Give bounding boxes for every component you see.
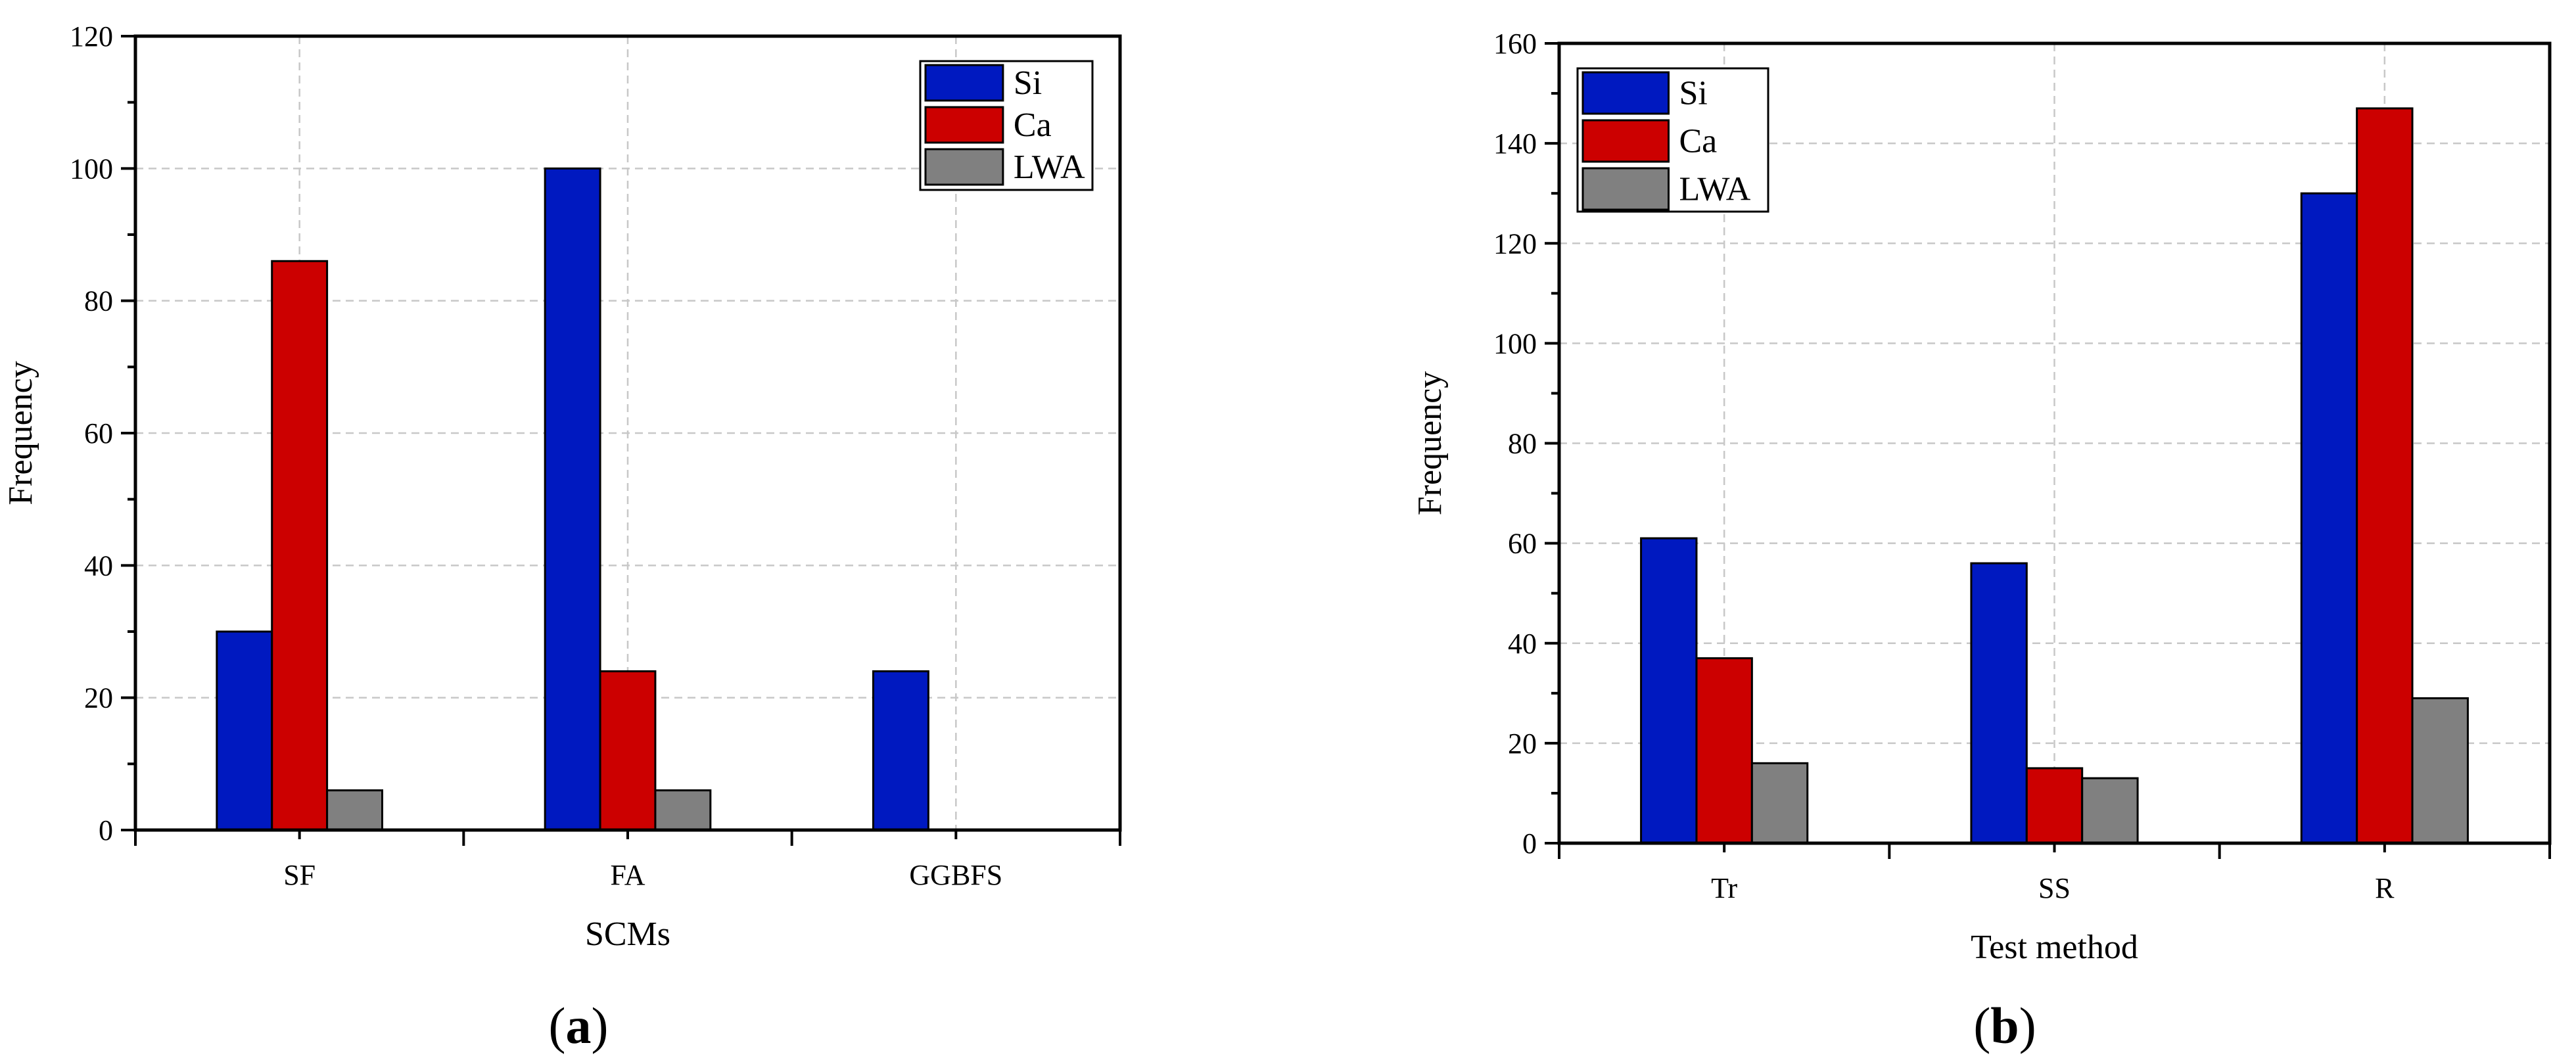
y-tick-label: 40 [84, 549, 113, 582]
y-tick-label: 140 [1493, 127, 1537, 160]
y-tick-label: 60 [84, 417, 113, 450]
y-tick-label: 100 [1493, 327, 1537, 359]
legend-swatch-lwa [924, 148, 1004, 186]
legend-label-lwa: LWA [1014, 149, 1085, 186]
y-tick-label: 0 [99, 814, 113, 846]
bar-lwa-fa [654, 789, 712, 831]
bar-lwa-r [2411, 697, 2469, 844]
y-tick-label: 20 [84, 682, 113, 714]
bar-si-ss [1970, 562, 2028, 844]
x-tick-label-sf: SF [283, 859, 316, 891]
y-axis-title: Frequency [1411, 371, 1449, 515]
bar-ca-fa [599, 670, 657, 831]
y-tick-label: 80 [1508, 428, 1537, 460]
bar-ca-sf [271, 260, 329, 831]
legend-label-ca: Ca [1014, 106, 1052, 144]
bar-si-ggbfs [872, 670, 929, 831]
x-tick-label-tr: Tr [1711, 872, 1737, 904]
bar-si-r [2300, 192, 2358, 844]
bar-lwa-tr [1750, 762, 1809, 844]
y-tick-label: 60 [1508, 528, 1537, 560]
y-tick-label: 120 [1493, 227, 1537, 260]
bar-lwa-sf [326, 789, 383, 831]
legend-swatch-ca [924, 106, 1004, 144]
legend-swatch-si [1581, 71, 1670, 115]
y-tick-label: 160 [1493, 28, 1537, 60]
y-axis-title: Frequency [2, 361, 39, 505]
legend-label-lwa: LWA [1679, 171, 1751, 208]
y-tick-label: 20 [1508, 728, 1537, 760]
y-tick-label: 40 [1508, 628, 1537, 660]
bar-si-sf [216, 630, 273, 831]
legend-swatch-si [924, 64, 1004, 102]
bar-ca-tr [1695, 657, 1753, 844]
legend-swatch-ca [1581, 119, 1670, 163]
x-tick-label-ggbfs: GGBFS [909, 859, 1002, 891]
legend-label-si: Si [1679, 75, 1708, 112]
bar-ca-ss [2025, 767, 2084, 844]
x-axis-title: SCMs [585, 915, 670, 953]
x-tick-label-ss: SS [2038, 872, 2071, 904]
chart-panel-b: 0 20 40 60 80 100 120 140 160 Tr SS R Test method Fre… [1411, 28, 2552, 1054]
y-tick-label: 120 [70, 20, 113, 53]
panel-label: (b) [1973, 997, 2036, 1054]
bar-si-tr [1640, 537, 1698, 844]
y-tick-label: 80 [84, 285, 113, 317]
x-axis-title: Test method [1971, 929, 2138, 966]
x-tick-label-r: R [2375, 872, 2395, 904]
y-tick-label: 100 [70, 152, 113, 185]
legend-label-si: Si [1014, 64, 1042, 102]
legend-swatch-lwa [1581, 167, 1670, 211]
y-tick-label: 0 [1522, 827, 1537, 860]
bar-ca-r [2356, 107, 2414, 844]
chart-panel-a: 0 20 40 60 80 100 120 SF FA GGBFS SCMs Frequency Si C… [2, 20, 1122, 1054]
bar-si-fa [544, 167, 601, 831]
x-tick-label-fa: FA [611, 859, 645, 891]
panel-label: (a) [549, 997, 609, 1054]
bar-lwa-ss [2081, 777, 2139, 844]
legend-label-ca: Ca [1679, 123, 1718, 160]
